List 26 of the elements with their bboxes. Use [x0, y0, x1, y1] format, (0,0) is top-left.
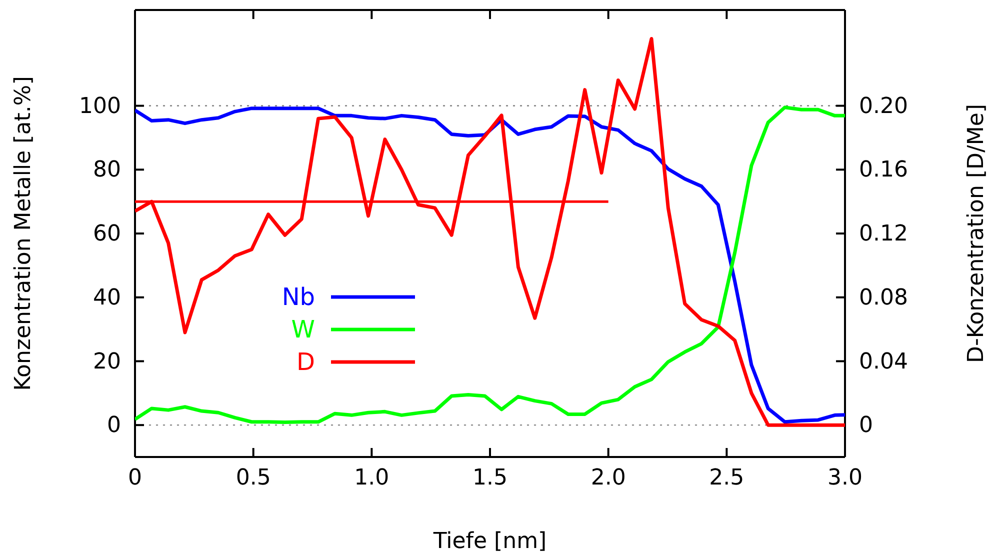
y2-tick-label: 0 — [859, 413, 873, 438]
y-tick-label: 20 — [93, 349, 121, 374]
y-axis-title: Konzentration Metalle [at.%] — [11, 76, 36, 391]
y-tick-label: 60 — [93, 222, 121, 247]
y2-tick-label: 0.08 — [859, 285, 908, 310]
legend-label: D — [296, 348, 315, 376]
y-tick-label: 100 — [79, 94, 121, 119]
y2-tick-label: 0.12 — [859, 222, 908, 247]
line-series — [135, 36, 845, 427]
x-axis-title: Tiefe [nm] — [432, 529, 547, 554]
y2-tick-label: 0.20 — [859, 94, 908, 119]
x-tick-label: 0.5 — [236, 466, 271, 491]
x-tick-label: 2.5 — [709, 466, 744, 491]
legend-label: W — [291, 316, 315, 344]
y-tick-label: 40 — [93, 285, 121, 310]
y-tick-label: 80 — [93, 158, 121, 183]
legend-label: Nb — [282, 283, 315, 311]
y2-tick-label: 0.16 — [859, 158, 908, 183]
x-tick-label: 2.0 — [590, 466, 626, 491]
y-tick-label: 0 — [107, 413, 121, 438]
x-tick-label: 1.5 — [472, 466, 508, 491]
y2-axis-title: D-Konzentration [D/Me] — [964, 104, 989, 363]
x-tick-label: 1.0 — [354, 466, 390, 491]
x-tick-label: 3.0 — [828, 466, 862, 491]
x-tick-label: 0 — [128, 466, 142, 491]
y2-tick-label: 0.04 — [859, 349, 908, 374]
